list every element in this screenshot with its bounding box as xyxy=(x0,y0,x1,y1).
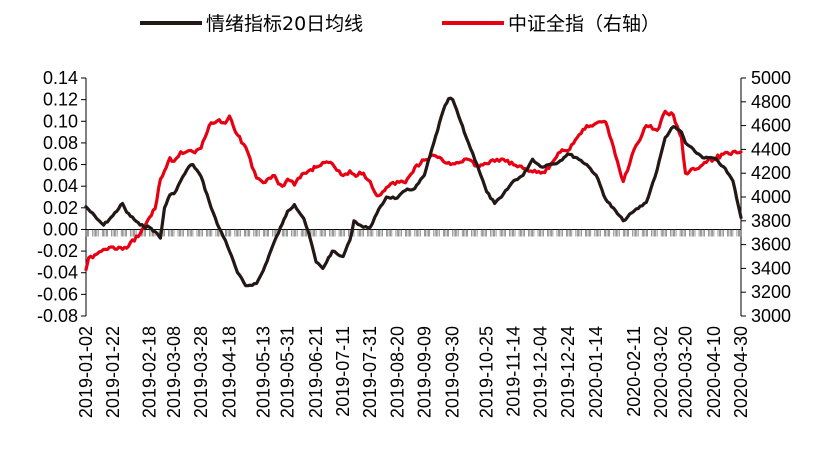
x-tick-label: 2019-05-31 xyxy=(278,326,298,418)
legend-label-sentiment: 情绪指标20日均线 xyxy=(206,13,363,35)
x-tick-label: 2019-09-30 xyxy=(443,326,463,418)
y-right-tick-label: 4800 xyxy=(751,92,791,112)
x-tick-label: 2020-03-02 xyxy=(651,326,671,418)
y-left-tick-label: 0.06 xyxy=(43,155,78,175)
x-tick-label: 2019-01-22 xyxy=(103,326,123,418)
x-tick-label: 2019-04-18 xyxy=(220,326,240,418)
x-tick-label: 2019-01-02 xyxy=(76,326,96,418)
x-tick-label: 2019-06-21 xyxy=(306,326,326,418)
y-left-tick-label: -0.04 xyxy=(37,263,78,283)
y-right-tick-label: 5000 xyxy=(751,68,791,88)
y-left-tick-label: 0.02 xyxy=(43,198,78,218)
y-right-tick-label: 4000 xyxy=(751,187,791,207)
x-tick-label: 2020-04-30 xyxy=(731,326,751,418)
x-tick-label: 2019-08-20 xyxy=(387,326,407,418)
y-left-tick-label: 0.08 xyxy=(43,133,78,153)
y-right-tick-label: 3000 xyxy=(751,306,791,326)
series-line-sentiment xyxy=(84,96,743,288)
y-right-tick-label: 4200 xyxy=(751,163,791,183)
x-tick-label: 2019-05-13 xyxy=(253,326,273,418)
legend-label-index: 中证全指（右轴） xyxy=(508,13,660,35)
x-tick-label: 2019-09-09 xyxy=(414,326,434,418)
plot-area: 0.140.120.100.080.060.040.020.00-0.02-0.… xyxy=(37,68,791,418)
x-tick-label: 2019-10-25 xyxy=(477,326,497,418)
y-left-tick-label: 0.10 xyxy=(43,111,78,131)
x-tick-label: 2020-02-11 xyxy=(624,326,644,417)
x-tick-label: 2019-02-18 xyxy=(140,326,160,418)
x-tick-label: 2019-07-31 xyxy=(360,326,380,418)
y-right-tick-label: 3600 xyxy=(751,235,791,255)
x-tick-label: 2020-04-10 xyxy=(704,326,724,418)
y-left-tick-label: 0.14 xyxy=(43,68,78,88)
y-left-tick-label: -0.08 xyxy=(37,306,78,326)
y-left-tick-label: -0.06 xyxy=(37,284,78,304)
y-right-tick-label: 3800 xyxy=(751,211,791,231)
legend: 情绪指标20日均线 中证全指（右轴） xyxy=(140,13,660,35)
x-tick-label: 2019-07-11 xyxy=(333,326,353,417)
series-line-index xyxy=(84,109,743,272)
y-right-tick-label: 3200 xyxy=(751,282,791,302)
y-left-tick-label: 0.00 xyxy=(43,219,78,239)
x-tick-label: 2020-01-14 xyxy=(586,326,606,418)
x-tick-label: 2019-03-08 xyxy=(164,326,184,418)
y-right-tick-label: 3400 xyxy=(751,258,791,278)
y-right-tick-label: 4600 xyxy=(751,116,791,136)
x-tick-label: 2019-12-04 xyxy=(531,326,551,418)
x-tick-label: 2019-03-28 xyxy=(191,326,211,418)
y-left-tick-label: 0.12 xyxy=(43,90,78,110)
y-right-tick-label: 4400 xyxy=(751,139,791,159)
y-left-tick-label: 0.04 xyxy=(43,176,78,196)
x-tick-label: 2019-12-24 xyxy=(558,326,578,418)
x-tick-label: 2020-03-20 xyxy=(676,326,696,418)
y-left-tick-label: -0.02 xyxy=(37,241,78,261)
x-axis-minor-ticks xyxy=(85,229,742,237)
x-tick-label: 2019-11-14 xyxy=(504,326,524,417)
